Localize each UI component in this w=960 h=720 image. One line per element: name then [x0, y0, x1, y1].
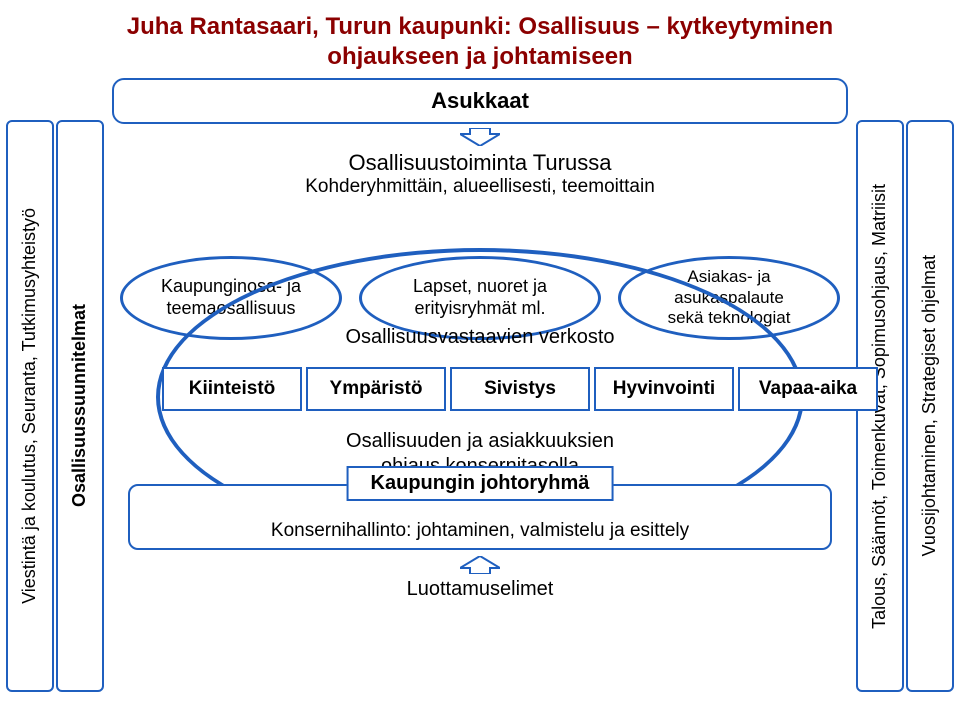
arrow-up-icon [460, 556, 500, 574]
center-column: Asukkaat Osallisuustoiminta Turussa Kohd… [112, 78, 848, 688]
top-banner: Asukkaat [112, 78, 848, 124]
page-title: Juha Rantasaari, Turun kaupunki: Osallis… [0, 12, 960, 72]
arrow-down-icon [460, 128, 500, 146]
title-line1: Juha Rantasaari, Turun kaupunki: Osallis… [0, 12, 960, 42]
left-outer-box: Viestintä ja koulutus, Seuranta, Tutkimu… [6, 120, 54, 692]
subheading-1: Osallisuustoiminta Turussa [112, 150, 848, 176]
subheading-2: Kohderyhmittäin, alueellisesti, teemoitt… [112, 176, 848, 198]
kaupungin-johtoryhma-box: Kaupungin johtoryhmä [347, 466, 614, 501]
right-outer-label: Vuosijohtaminen, Strategiset ohjelmat [919, 255, 941, 557]
left-inner-box: Osallisuussuunnitelmat [56, 120, 104, 692]
left-inner-label: Osallisuussuunnitelmat [69, 304, 91, 507]
bottom-label: Luottamuselimet [112, 578, 848, 601]
cell-vapaa-aika: Vapaa-aika [738, 367, 878, 411]
left-outer-label: Viestintä ja koulutus, Seuranta, Tutkimu… [19, 208, 41, 604]
cell-hyvinvointi: Hyvinvointi [594, 367, 734, 411]
title-line2: ohjaukseen ja johtamiseen [0, 42, 960, 72]
top-banner-text: Asukkaat [431, 88, 529, 114]
sector-row: Kiinteistö Ympäristö Sivistys Hyvinvoint… [160, 367, 880, 411]
right-outer-box: Vuosijohtaminen, Strategiset ohjelmat [906, 120, 954, 692]
konserni-box: Kaupungin johtoryhmä Konsernihallinto: j… [128, 484, 832, 550]
cell-sivistys: Sivistys [450, 367, 590, 411]
network-label: Osallisuusvastaavien verkosto [345, 326, 614, 349]
cell-ymparisto: Ympäristö [306, 367, 446, 411]
konserni-text: Konsernihallinto: johtaminen, valmistelu… [271, 520, 689, 542]
page: Juha Rantasaari, Turun kaupunki: Osallis… [0, 0, 960, 720]
cell-kiinteisto: Kiinteistö [162, 367, 302, 411]
